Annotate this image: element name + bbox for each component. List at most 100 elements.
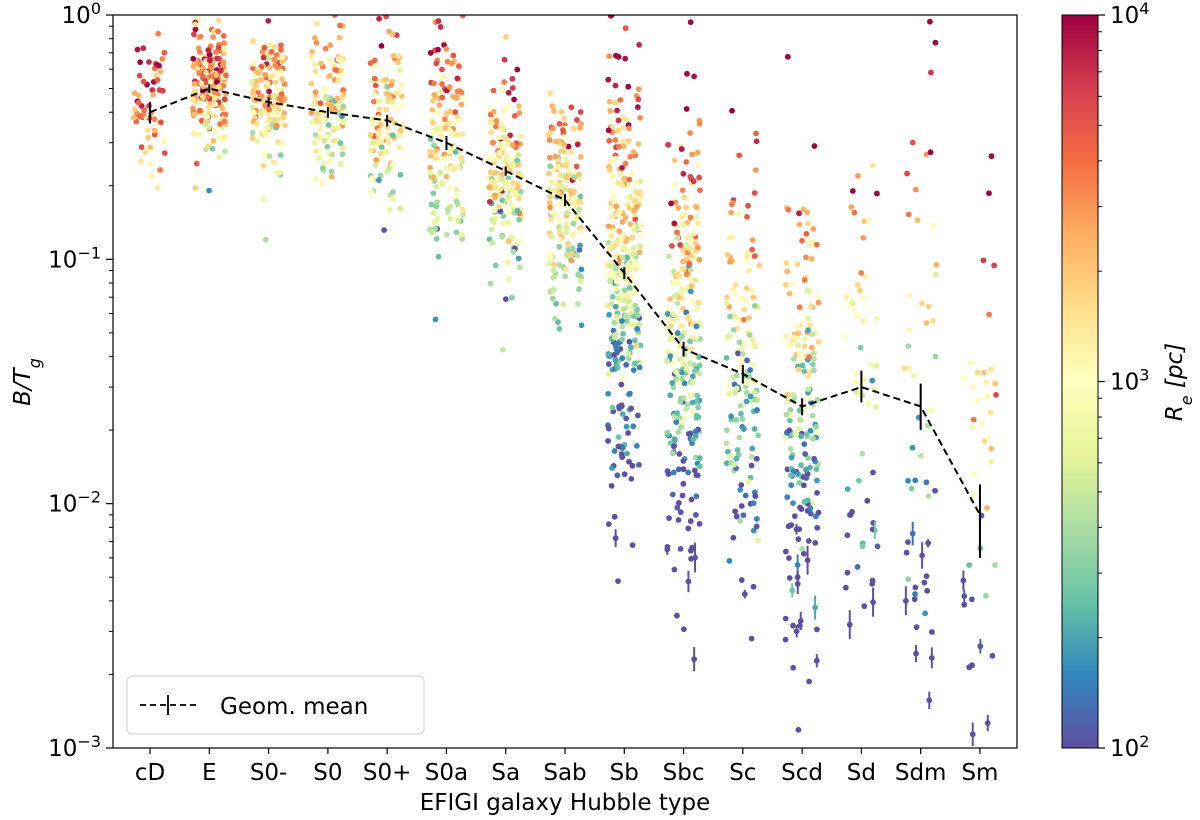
scatter-point — [692, 512, 699, 518]
scatter-point — [319, 180, 326, 187]
scatter-point — [206, 51, 213, 58]
scatter-point — [844, 569, 851, 576]
scatter-point — [738, 345, 745, 352]
scatter-point — [506, 276, 512, 282]
scatter-point — [613, 203, 620, 210]
scatter-point — [614, 314, 621, 320]
scatter-point — [797, 504, 803, 511]
scatter-point — [687, 338, 693, 345]
scatter-point — [857, 287, 863, 294]
scatter-point — [853, 378, 860, 385]
scatter-point — [743, 398, 750, 405]
scatter-point — [619, 164, 625, 171]
scatter-point — [578, 266, 585, 273]
scatter-point — [613, 285, 620, 292]
scatter-point — [683, 106, 690, 112]
scatter-point — [611, 319, 618, 326]
scatter-point — [440, 74, 447, 81]
scatter-point — [696, 455, 703, 461]
scatter-point — [626, 248, 632, 255]
scatter-point — [859, 543, 866, 550]
scatter-point — [688, 246, 695, 253]
scatter-point — [452, 149, 459, 155]
scatter-point — [514, 184, 521, 191]
scatter-point — [500, 346, 506, 353]
scatter-point — [932, 487, 938, 494]
x-tick-label: Sa — [491, 760, 520, 786]
scatter-point — [548, 216, 554, 223]
scatter-point — [727, 453, 733, 459]
scatter-point — [547, 129, 554, 136]
scatter-point — [562, 266, 569, 272]
scatter-point — [453, 192, 460, 199]
scatter-point — [324, 143, 331, 150]
scatter-point — [619, 124, 626, 131]
scatter-point — [857, 344, 864, 351]
scatter-point — [692, 277, 699, 284]
scatter-point — [790, 468, 797, 475]
scatter-point — [751, 302, 758, 309]
scatter-point — [450, 214, 457, 221]
scatter-point — [666, 515, 672, 522]
scatter-point — [782, 636, 789, 643]
scatter-point — [565, 167, 572, 173]
scatter-point — [276, 169, 283, 176]
y-axis-ticks: 10−3 10−2 10−1 100 — [48, 0, 113, 762]
scatter-point — [606, 53, 613, 60]
scatter-point — [505, 238, 512, 245]
scatter-point — [736, 434, 743, 441]
scatter-point — [337, 67, 344, 74]
scatter-point — [605, 371, 612, 377]
scatter-point — [742, 492, 749, 499]
scatter-point — [488, 226, 495, 233]
scatter-point — [625, 261, 631, 268]
scatter-point — [611, 513, 618, 520]
scatter-point — [548, 233, 555, 240]
scatter-point — [674, 370, 681, 377]
scatter-point — [790, 500, 796, 507]
scatter-point — [679, 214, 686, 221]
scatter-point — [220, 58, 227, 65]
scatter-point — [458, 101, 465, 108]
scatter-point — [664, 306, 671, 313]
scatter-point — [369, 175, 376, 182]
scatter-point — [314, 20, 320, 27]
scatter-point — [134, 46, 141, 53]
scatter-point — [724, 294, 730, 301]
scatter-point — [619, 454, 626, 460]
scatter-point — [368, 189, 375, 196]
scatter-point — [389, 99, 396, 105]
scatter-point — [921, 579, 928, 586]
x-tick-label: S0- — [250, 760, 288, 786]
scatter-point — [430, 119, 436, 126]
scatter-point — [815, 509, 822, 516]
scatter-point — [669, 380, 676, 386]
scatter-point — [676, 414, 683, 421]
scatter-point — [626, 390, 633, 397]
scatter-point — [265, 55, 272, 61]
scatter-point — [340, 144, 346, 151]
scatter-point — [739, 416, 746, 422]
scatter-point — [619, 254, 626, 261]
scatter-point — [607, 278, 613, 285]
scatter-point — [905, 477, 911, 484]
scatter-point — [681, 380, 688, 387]
scatter-point — [138, 144, 145, 151]
scatter-point — [605, 361, 612, 368]
scatter-point — [785, 397, 791, 404]
scatter-point — [558, 108, 565, 115]
scatter-point — [671, 293, 678, 299]
scatter-point — [628, 171, 635, 177]
scatter-point — [862, 274, 869, 280]
scatter-point — [334, 95, 341, 102]
scatter-point — [553, 300, 560, 307]
scatter-point — [155, 30, 162, 37]
scatter-point — [432, 154, 439, 161]
scatter-point — [390, 195, 396, 202]
scatter-point — [796, 221, 803, 228]
scatter-point — [194, 65, 201, 72]
scatter-point — [750, 361, 757, 368]
scatter-point — [551, 108, 557, 114]
scatter-point — [381, 227, 388, 234]
scatter-point — [205, 104, 212, 111]
